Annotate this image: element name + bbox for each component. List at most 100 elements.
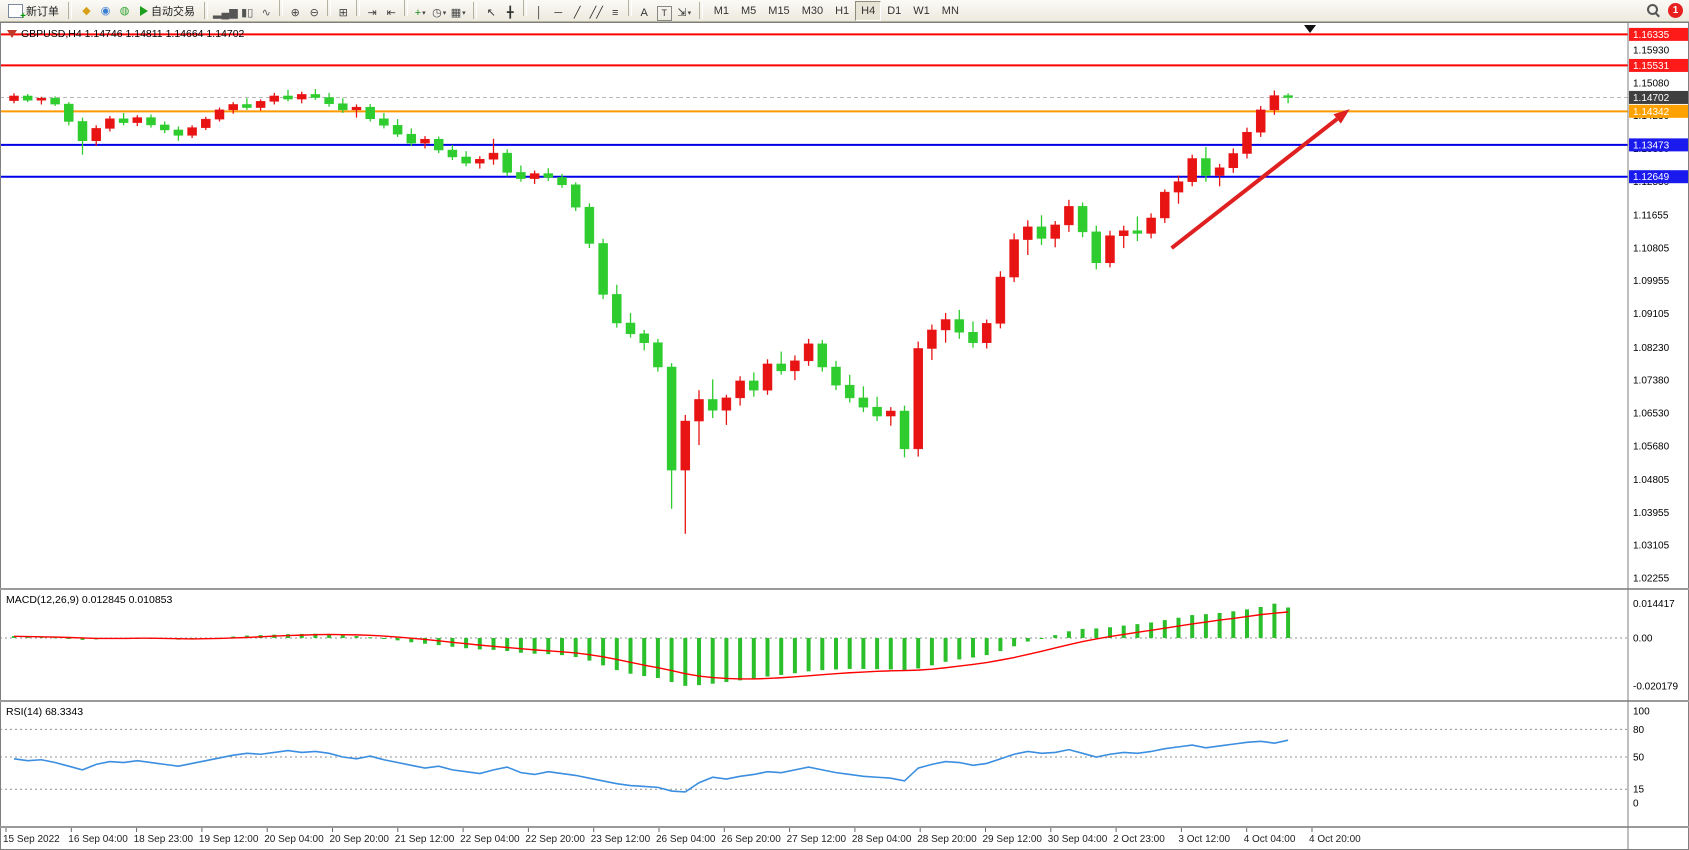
price-badge-1.12649: 1.12649 <box>1629 170 1688 184</box>
toolbar: 新订单 ◆◉◍ 自动交易 ▂▄▆▮▯∿⊕⊖⊞⇥⇤+▾◷▾▦▾ ↖╋│─╱╱╱≡A… <box>0 0 1689 22</box>
timeframe-mn[interactable]: MN <box>941 4 959 17</box>
new-order-label: 新订单 <box>26 5 59 18</box>
market-icon[interactable]: ◆ <box>82 4 91 17</box>
cursor-icon[interactable]: ↖ <box>486 6 496 19</box>
timeframe-w1[interactable]: W1 <box>913 4 930 17</box>
toolbar-draw-tools: ↖ ╋ │ ─ ╱ ╱╱ ≡ A T ⇲ ▾ <box>482 0 694 23</box>
svg-text:1.15930: 1.15930 <box>1633 46 1670 57</box>
price-badge-1.14702: 1.14702 <box>1629 90 1688 104</box>
zoom-in-icon[interactable]: ⊕ <box>290 6 300 19</box>
svg-text:26 Sep 20:00: 26 Sep 20:00 <box>721 834 781 845</box>
svg-text:1.14702: 1.14702 <box>1633 93 1670 104</box>
toolbar-left-icons: ◆ ◉ ◍ <box>77 1 134 21</box>
svg-text:1.04805: 1.04805 <box>1633 475 1670 486</box>
text-icon[interactable]: A <box>640 6 648 19</box>
macd-indicator-label: MACD(12,26,9) 0.012845 0.010853 <box>6 594 173 606</box>
timeframe-m15[interactable]: M15 <box>768 4 790 17</box>
svg-text:-0.020179: -0.020179 <box>1633 682 1678 693</box>
toolbar-separator <box>472 2 477 19</box>
svg-text:29 Sep 12:00: 29 Sep 12:00 <box>983 834 1043 845</box>
indicators-icon[interactable]: + ▾ <box>411 4 430 23</box>
svg-text:28 Sep 20:00: 28 Sep 20:00 <box>917 834 977 845</box>
timeframe-h1[interactable]: H1 <box>835 4 850 17</box>
candlestick-series <box>9 89 1293 534</box>
svg-text:23 Sep 12:00: 23 Sep 12:00 <box>591 834 651 845</box>
zoom-out-icon[interactable]: ⊖ <box>309 6 319 19</box>
crosshair-icon[interactable]: ╋ <box>506 6 514 19</box>
price-axis[interactable]: 1.159301.150801.142301.133801.125301.116… <box>1633 46 1670 585</box>
svg-text:1.15531: 1.15531 <box>1633 61 1670 72</box>
svg-text:27 Sep 12:00: 27 Sep 12:00 <box>787 834 847 845</box>
periods-icon[interactable]: ◷ ▾ <box>430 4 449 23</box>
new-order-button[interactable]: 新订单 <box>4 1 63 22</box>
toolbar-separator <box>627 0 632 16</box>
chart-plot-area[interactable] <box>0 22 1628 850</box>
chevron-down-icon: ▾ <box>442 9 447 17</box>
signals-icon[interactable]: ◉ <box>100 4 111 17</box>
svg-text:15: 15 <box>1633 785 1645 796</box>
svg-text:1.06530: 1.06530 <box>1633 408 1670 419</box>
timeframe-m5[interactable]: M5 <box>741 4 757 17</box>
chart-ohlc-header: GBPUSD,H4 1.14746 1.14811 1.14664 1.1470… <box>7 28 244 40</box>
chevron-down-icon: ▾ <box>422 9 426 17</box>
new-order-icon <box>8 3 26 22</box>
svg-text:26 Sep 04:00: 26 Sep 04:00 <box>656 834 716 845</box>
templates-icon[interactable]: ▦ ▾ <box>449 4 468 23</box>
time-axis[interactable]: 15 Sep 2022 16 Sep 04:00 18 Sep 23:00 19 Se… <box>3 828 1361 845</box>
timeframe-d1[interactable]: D1 <box>887 4 902 17</box>
toolbar-separator <box>403 0 408 16</box>
fibonacci-icon[interactable]: ≡ <box>612 6 619 19</box>
rsi-panel <box>0 728 1628 793</box>
svg-text:0.014417: 0.014417 <box>1633 599 1675 610</box>
svg-text:20 Sep 20:00: 20 Sep 20:00 <box>330 834 390 845</box>
price-chart-canvas[interactable]: 1.159301.150801.142301.133801.125301.116… <box>0 22 1689 850</box>
svg-text:21 Sep 12:00: 21 Sep 12:00 <box>395 834 455 845</box>
svg-text:80: 80 <box>1633 725 1645 736</box>
svg-text:1.15080: 1.15080 <box>1633 78 1670 89</box>
text-label-icon[interactable]: T <box>656 5 672 21</box>
svg-text:3 Oct 12:00: 3 Oct 12:00 <box>1178 834 1230 845</box>
svg-text:100: 100 <box>1633 707 1650 718</box>
horizontal-line-icon[interactable]: ─ <box>554 6 563 19</box>
timeframe-toolbar: M1 M5 M15 M30 H1 H4 D1 W1 MN <box>708 0 965 21</box>
toolbar-separator <box>522 0 527 16</box>
toolbar-separator <box>68 2 72 19</box>
svg-text:1.13473: 1.13473 <box>1633 140 1670 151</box>
svg-text:0: 0 <box>1633 799 1639 810</box>
chart-region: 1.159301.150801.142301.133801.125301.116… <box>0 22 1689 850</box>
svg-text:22 Sep 20:00: 22 Sep 20:00 <box>525 834 585 845</box>
timeframe-m30[interactable]: M30 <box>801 4 824 17</box>
svg-text:1.16335: 1.16335 <box>1633 30 1670 41</box>
auto-scroll-icon[interactable]: ⇥ <box>367 6 377 19</box>
community-icon[interactable]: ◍ <box>119 4 130 17</box>
bar-chart-icon[interactable]: ▂▄▆ <box>213 6 238 19</box>
candlestick-chart-icon[interactable]: ▮▯ <box>241 6 254 19</box>
macd-axis[interactable]: 0.014417 0.00 -0.020179 <box>1633 599 1678 692</box>
chart-shift-marker[interactable] <box>1304 25 1317 33</box>
line-chart-icon[interactable]: ∿ <box>261 6 271 19</box>
channel-icon[interactable]: ╱╱ <box>589 6 603 19</box>
autotrading-label: 自动交易 <box>151 5 195 18</box>
trend-arrow[interactable] <box>1170 109 1350 250</box>
macd-panel <box>0 603 1628 686</box>
one-click-trading-icon[interactable] <box>7 30 17 38</box>
notification-badge[interactable]: 1 <box>1668 3 1683 18</box>
vertical-line-icon[interactable]: │ <box>535 6 543 19</box>
tile-windows-icon[interactable]: ⊞ <box>338 6 348 19</box>
toolbar-separator <box>355 0 360 16</box>
svg-text:1.14342: 1.14342 <box>1633 107 1670 118</box>
chart-shift-icon[interactable]: ⇤ <box>386 6 396 19</box>
svg-text:22 Sep 04:00: 22 Sep 04:00 <box>460 834 520 845</box>
trendline-icon[interactable]: ╱ <box>573 6 581 19</box>
svg-text:1.08230: 1.08230 <box>1633 343 1670 354</box>
timeframe-h4[interactable]: H4 <box>855 0 882 21</box>
svg-text:18 Sep 23:00: 18 Sep 23:00 <box>134 834 194 845</box>
timeframe-m1[interactable]: M1 <box>713 4 729 17</box>
rsi-axis[interactable]: 100 80 50 15 0 <box>1633 707 1650 810</box>
search-icon[interactable] <box>1647 4 1660 17</box>
toolbar-separator <box>698 2 703 19</box>
arrows-icon[interactable]: ⇲ ▾ <box>675 4 694 23</box>
svg-text:2 Oct 23:00: 2 Oct 23:00 <box>1113 834 1165 845</box>
rsi-indicator-label: RSI(14) 68.3343 <box>6 706 84 718</box>
autotrading-button[interactable]: 自动交易 <box>136 1 199 20</box>
